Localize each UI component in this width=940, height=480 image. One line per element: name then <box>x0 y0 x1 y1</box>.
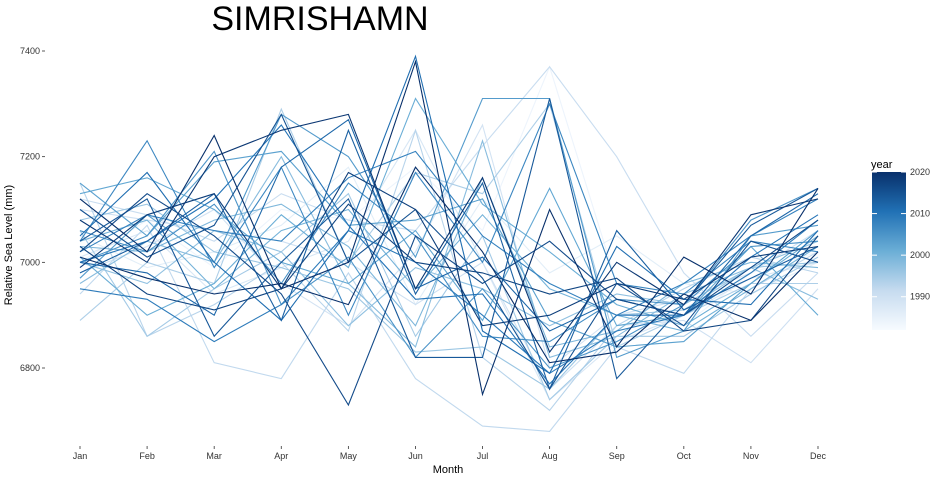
series-line-1988 <box>79 129 819 401</box>
series-line-2015 <box>79 113 819 391</box>
colorbar-tick-label: 2000 <box>910 250 930 260</box>
series-line-2021 <box>79 166 819 364</box>
series-line-1992 <box>79 224 819 432</box>
y-axis-label: Relative Sea Level (mm) <box>3 185 15 305</box>
series-line-2010 <box>79 124 819 385</box>
series-line-1996 <box>79 203 819 390</box>
y-tick-label: 6800 <box>20 363 40 373</box>
x-axis-label: Month <box>433 464 464 476</box>
series-line-2016 <box>79 193 819 407</box>
series-line-2001 <box>79 97 819 327</box>
x-tick-label: Jul <box>477 451 489 461</box>
y-tick-label: 7200 <box>20 152 40 162</box>
x-tick-label: Feb <box>139 451 155 461</box>
x-tick-label: Jun <box>408 451 423 461</box>
series-line-1989 <box>79 123 819 369</box>
x-tick-label: Nov <box>743 451 760 461</box>
series-lines <box>79 54 819 432</box>
x-tick-label: Aug <box>542 451 558 461</box>
series-line-1984 <box>79 65 819 327</box>
series-line-2009 <box>79 219 819 374</box>
year-colorbar-legend: year 1990 2000 2010 2020 <box>871 159 930 330</box>
colorbar <box>872 172 906 330</box>
colorbar-ticks: 1990 2000 2010 2020 <box>872 167 930 302</box>
colorbar-tick-label: 2020 <box>910 167 930 177</box>
series-line-2011 <box>79 54 819 375</box>
series-line-2006 <box>79 182 819 343</box>
series-line-2019 <box>79 113 819 354</box>
x-tick-label: Sep <box>609 451 625 461</box>
series-line-2018 <box>79 171 819 327</box>
series-line-2002 <box>79 177 819 327</box>
series-line-2004 <box>79 97 819 359</box>
x-tick-label: Dec <box>810 451 827 461</box>
series-line-2013 <box>79 128 819 391</box>
colorbar-tick-label: 2010 <box>910 209 930 219</box>
y-tick-label: 7400 <box>20 46 40 56</box>
x-tick-label: Mar <box>206 451 222 461</box>
series-line-1994 <box>79 102 818 348</box>
series-line-2012 <box>79 118 819 332</box>
series-line-2000 <box>79 208 819 332</box>
x-tick-label: Oct <box>677 451 692 461</box>
x-tick-label: Jan <box>73 451 88 461</box>
series-line-2014 <box>79 98 819 380</box>
x-tick-label: May <box>340 451 358 461</box>
x-axis-ticks: Jan Feb Mar Apr May Jun Jul Aug Sep Oct Nov Dec <box>73 446 827 461</box>
y-tick-label: 7000 <box>20 257 40 267</box>
legend-title: year <box>871 159 893 171</box>
colorbar-tick-label: 1990 <box>910 292 930 302</box>
x-tick-label: Apr <box>274 451 288 461</box>
chart-title: SIMRISHAMN <box>211 0 428 38</box>
y-axis-ticks: 6800 7000 7200 7400 <box>20 46 45 373</box>
series-line-2020 <box>79 59 819 397</box>
